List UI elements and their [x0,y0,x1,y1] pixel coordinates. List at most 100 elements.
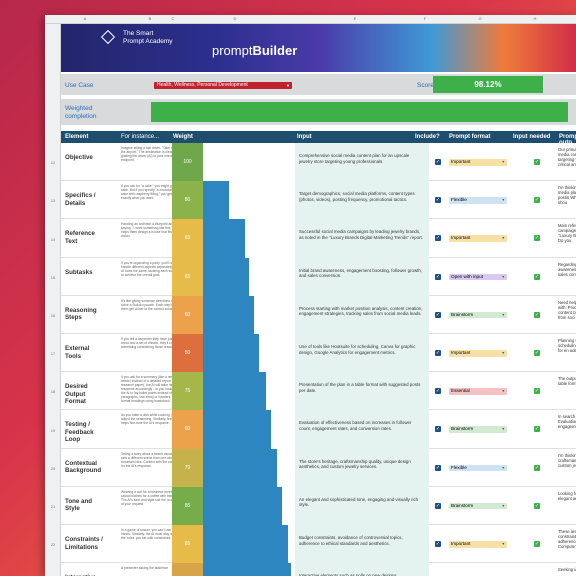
weight-cell[interactable]: 70 [172,448,203,487]
input-cell[interactable]: Interactive elements such as polls on ne… [295,563,429,576]
use-case-dropdown[interactable]: Health, Wellness, Personal Development ▼ [154,82,292,89]
format-dropdown[interactable]: Open with input ▼ [449,273,507,281]
input-cell[interactable]: Process starting with market position an… [295,295,429,334]
column-letter[interactable]: C [171,16,175,21]
weight-cell[interactable]: 75 [172,372,203,411]
weight-cell[interactable]: 100 [172,143,203,182]
format-dropdown[interactable]: Important ▼ [449,541,507,548]
row-number[interactable]: 17 [50,351,56,357]
input-needed-checkbox[interactable]: ✓ [534,159,540,166]
table-row: Reasoning Steps It's like giving someone … [61,295,576,334]
input-cell[interactable]: Target demographics, social media platfo… [295,181,429,220]
instance-example: If you tell a carpenter they have just w… [121,337,180,349]
row-number[interactable]: 13 [50,198,56,204]
prompt-output: I'm thinking of craftsmanship q custom j… [558,452,576,468]
weight-value: 50 [184,350,191,356]
input-needed-checkbox[interactable]: ✓ [534,502,540,509]
chevron-down-icon: ▼ [501,503,505,508]
brand-prefix: prompt [212,43,253,58]
weight-cell[interactable]: 60 [172,295,203,334]
prompt-output: Need help devel with: Process s content … [558,299,576,320]
row-number[interactable]: 15 [50,274,56,280]
column-letter[interactable]: E [353,16,357,21]
include-checkbox[interactable]: ✓ [435,464,441,471]
include-checkbox[interactable]: ✓ [435,388,441,395]
weight-bar-track [203,295,295,334]
table-row: External Tools If you tell a carpenter th… [61,334,576,373]
input-cell[interactable]: Budget constraints, avoidance of controv… [295,525,429,564]
format-dropdown[interactable]: Essential ▼ [449,388,507,395]
column-letter[interactable]: B [148,16,152,21]
weight-cell[interactable]: 80 [172,181,203,220]
score-label: Score [417,82,434,89]
format-value: Brainstorm [451,502,474,508]
spreadsheet: A B C D E F G H The Smart Prompt Academy… [45,15,576,576]
include-checkbox[interactable]: ✓ [435,350,441,357]
format-dropdown[interactable]: Brainstorm ▼ [449,502,507,510]
weight-cell[interactable]: 65 [172,219,203,258]
input-needed-checkbox[interactable]: ✓ [534,311,540,318]
format-dropdown[interactable]: Flexible ▼ [449,464,507,472]
input-cell[interactable]: Use of tools like Hootsuite for scheduli… [295,334,429,373]
column-letter[interactable]: A [83,16,87,21]
weight-cell[interactable]: 50 [172,334,203,373]
row-number[interactable]: 16 [50,312,56,318]
org-name-line2: Prompt Academy [123,38,173,45]
column-letter[interactable]: D [233,16,237,21]
input-needed-checkbox[interactable]: ✓ [534,273,540,280]
column-letter[interactable]: F [423,16,427,21]
row-number[interactable]: 22 [50,542,56,548]
row-number[interactable]: 20 [50,465,56,471]
include-checkbox[interactable]: ✓ [435,311,441,318]
use-case-label: Use Case [65,82,94,89]
include-checkbox[interactable]: ✓ [435,426,441,433]
include-checkbox[interactable]: ✓ [435,541,441,548]
input-needed-checkbox[interactable]: ✓ [534,426,540,433]
format-dropdown[interactable]: Important ▼ [449,235,507,242]
input-needed-checkbox[interactable]: ✓ [534,235,540,242]
input-cell[interactable]: The store's heritage, craftsmanship qual… [295,448,429,487]
include-checkbox[interactable]: ✓ [435,197,441,204]
th-instance[interactable]: For instance... [121,134,160,140]
row-number[interactable]: 12 [50,160,56,166]
include-checkbox[interactable]: ✓ [435,502,441,509]
input-needed-checkbox[interactable]: ✓ [534,350,540,357]
input-cell[interactable]: Initial brand awareness, engagement boos… [295,257,429,296]
input-needed-checkbox[interactable]: ✓ [534,541,540,548]
column-letter[interactable]: H [533,16,537,21]
weight-bar [203,219,246,258]
format-dropdown[interactable]: Brainstorm ▼ [449,426,507,433]
prompt-output: Seeking ideas f [558,567,576,573]
row-number[interactable]: 14 [50,236,56,242]
format-dropdown[interactable]: Important ▼ [449,159,507,166]
column-letter[interactable]: G [478,16,482,21]
weight-cell[interactable]: 85 [172,486,203,525]
row-number[interactable]: 18 [50,389,56,395]
table-row: Testing / Feedback Loop As you bake a dis… [61,410,576,449]
row-number[interactable]: 21 [50,503,56,509]
input-needed-checkbox[interactable]: ✓ [534,464,540,471]
instance-example: Imagine telling a taxi driver, "Take me … [121,146,180,162]
th-output: Prompt outp [559,134,576,146]
row-number[interactable]: 19 [50,427,56,433]
weight-value: 75 [184,388,191,395]
input-needed-checkbox[interactable]: ✓ [534,197,540,204]
input-cell[interactable]: Successful social media campaigns by lea… [295,219,429,258]
include-checkbox[interactable]: ✓ [435,273,441,280]
weight-cell[interactable]: 60 [172,410,203,449]
input-cell[interactable]: Presentation of the plan in a table form… [295,372,429,411]
input-needed-checkbox[interactable]: ✓ [534,388,540,395]
input-cell[interactable]: Evaluation of effectiveness based on inc… [295,410,429,449]
weight-value: 85 [184,502,191,509]
format-dropdown[interactable]: Flexible ▼ [449,197,507,204]
weight-cell[interactable]: 65 [172,257,203,296]
weight-cell[interactable]: 65 [172,525,203,564]
input-cell[interactable]: Comprehensive social media content plan … [295,143,429,182]
input-cell[interactable]: An elegant and sophisticated tone, engag… [295,486,429,525]
format-dropdown[interactable]: Important ▼ [449,350,507,357]
format-dropdown[interactable]: Brainstorm ▼ [449,311,507,319]
row-number-column [45,24,61,576]
include-checkbox[interactable]: ✓ [435,159,441,166]
weight-cell[interactable] [172,563,203,576]
include-checkbox[interactable]: ✓ [435,235,441,242]
